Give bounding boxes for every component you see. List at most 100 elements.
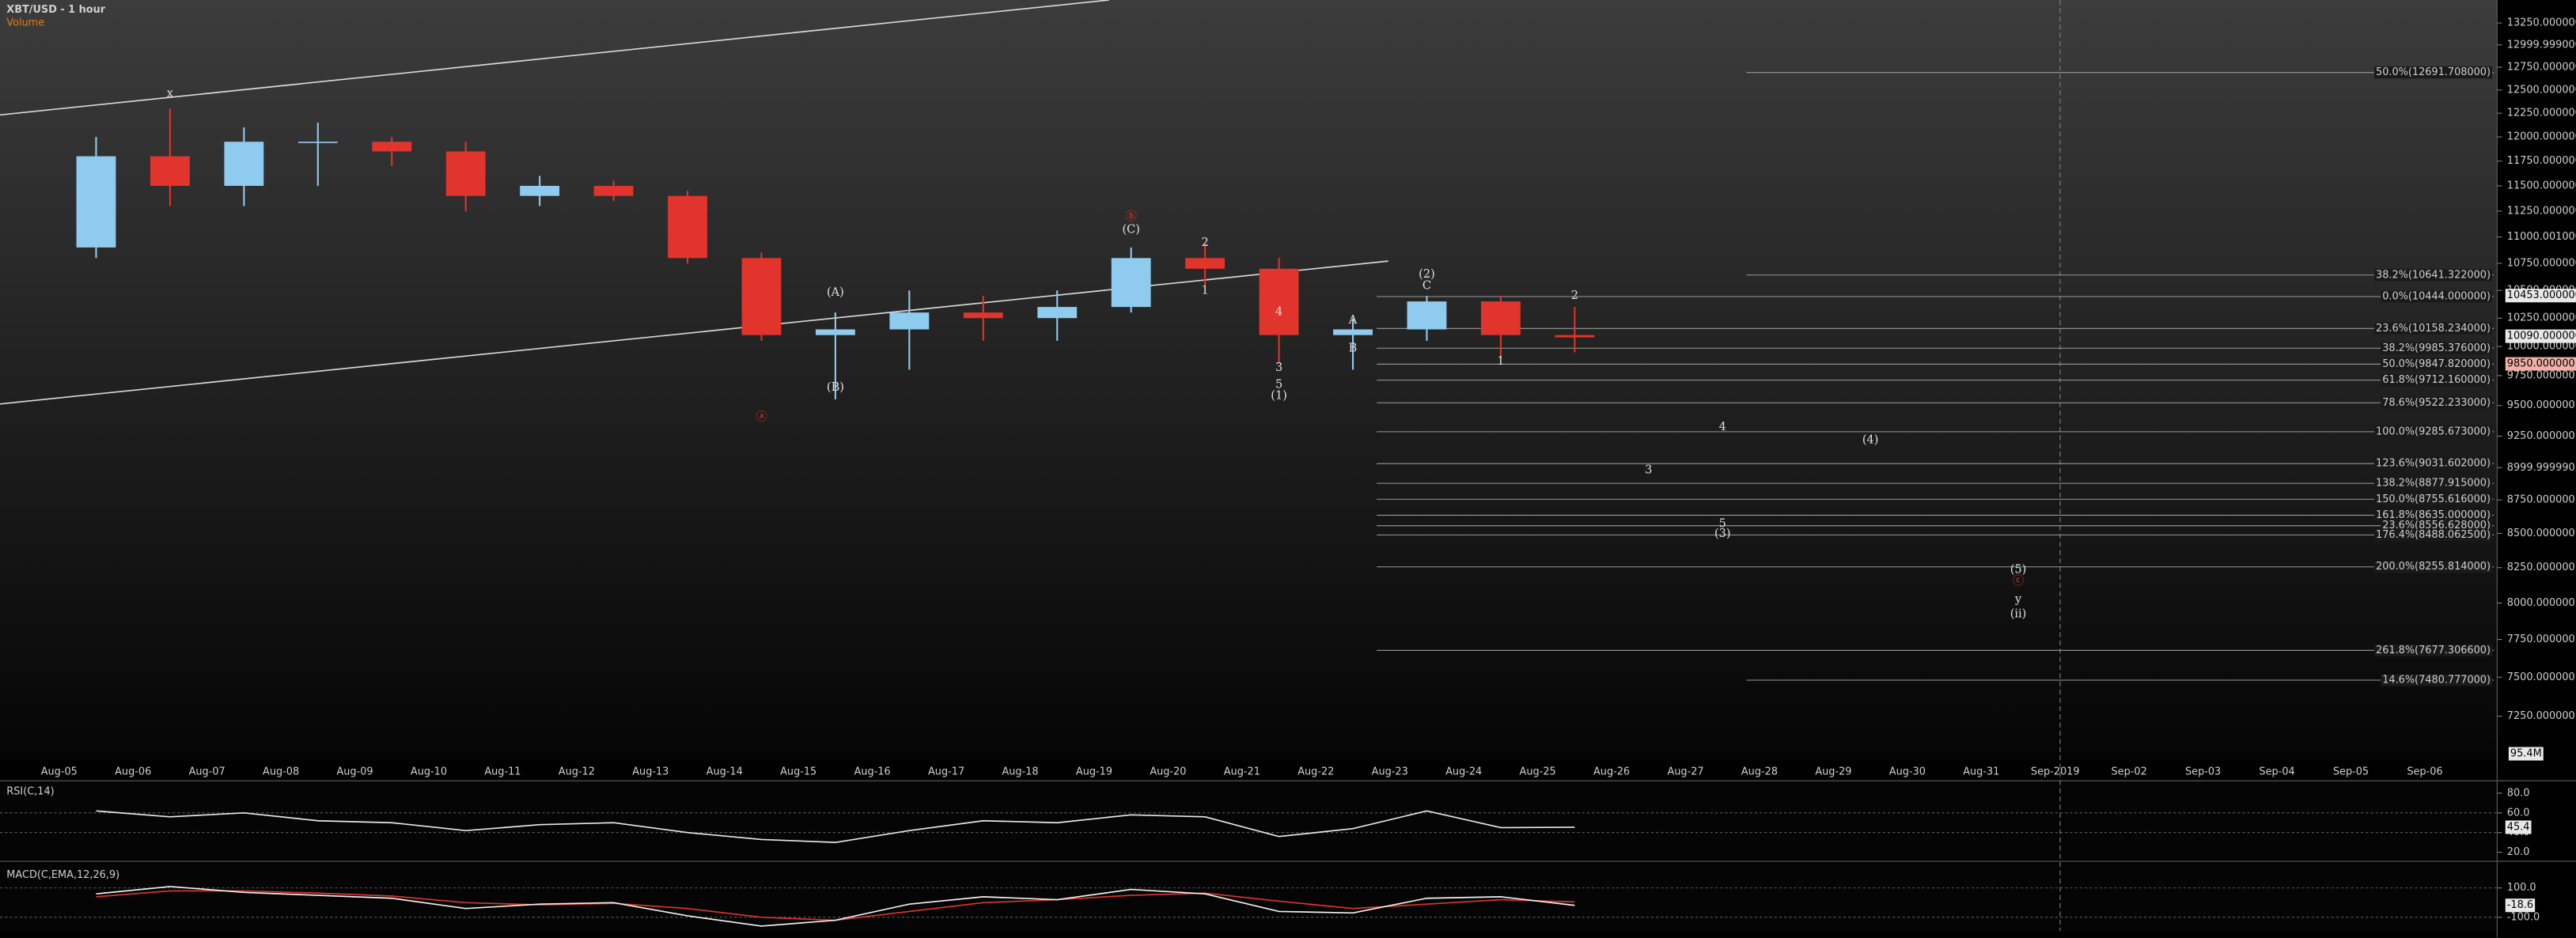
wave-label: (5) bbox=[2010, 564, 2027, 577]
x-tick-label: Sep-2019 bbox=[2031, 766, 2080, 777]
wave-label: x bbox=[167, 87, 174, 100]
y-tick-label: 10250.000000 bbox=[2507, 312, 2576, 324]
wave-label: ⓑ bbox=[1125, 210, 1137, 223]
price-marker-box bbox=[2505, 329, 2576, 343]
wave-label: 2 bbox=[1202, 236, 1209, 249]
candle-body bbox=[224, 142, 264, 186]
candle-body bbox=[963, 312, 1003, 319]
wave-label: (C) bbox=[1122, 224, 1139, 236]
wave-label: (A) bbox=[827, 286, 844, 299]
fib-label-bg bbox=[2373, 477, 2493, 490]
x-tick-label: Aug-05 bbox=[41, 766, 78, 777]
wave-label: ⓐ bbox=[756, 410, 767, 423]
wave-label: (3) bbox=[1714, 528, 1731, 540]
x-tick-label: Aug-13 bbox=[632, 766, 669, 777]
x-tick-label: Aug-11 bbox=[484, 766, 521, 777]
price-marker-box bbox=[2505, 289, 2576, 303]
fib-label-bg bbox=[2381, 374, 2493, 387]
x-tick-label: Aug-12 bbox=[559, 766, 595, 777]
y-tick-label: 12500.000000 bbox=[2507, 84, 2576, 96]
x-tick-label: Sep-03 bbox=[2185, 766, 2221, 777]
x-tick-label: Sep-02 bbox=[2112, 766, 2147, 777]
wave-label: 4 bbox=[1275, 305, 1282, 318]
x-tick-label: Sep-04 bbox=[2259, 766, 2294, 777]
x-tick-label: Aug-19 bbox=[1076, 766, 1112, 777]
y-tick-label: 7750.000000 bbox=[2507, 634, 2575, 645]
candle-body bbox=[1259, 268, 1299, 335]
chart-title: XBT/USD - 1 hour bbox=[6, 4, 105, 16]
y-tick-label: 9500.000000 bbox=[2507, 399, 2575, 411]
wave-label: A bbox=[1348, 314, 1358, 327]
fib-label-bg bbox=[2381, 357, 2493, 370]
fib-label: 138.2%(8877.915000) bbox=[2376, 478, 2491, 490]
volume-marker: 95.4M bbox=[2510, 748, 2542, 760]
price-marker: 9850.000000 bbox=[2507, 358, 2575, 370]
wave-label: ⓒ bbox=[2013, 574, 2025, 588]
candle-body bbox=[1037, 307, 1078, 319]
wave-label: 1 bbox=[1202, 285, 1209, 297]
candle-body bbox=[1407, 301, 1447, 330]
rsi-line bbox=[96, 810, 1575, 843]
wave-label: 2 bbox=[1571, 289, 1578, 302]
wave-label: (ii) bbox=[2010, 608, 2027, 621]
y-tick-label: 11250.000000 bbox=[2507, 205, 2576, 217]
wave-label: (2) bbox=[1419, 268, 1435, 281]
fib-label-bg bbox=[2373, 66, 2493, 79]
x-tick-label: Aug-30 bbox=[1889, 766, 1926, 777]
y-tick-label: 12000.000000 bbox=[2507, 131, 2576, 143]
fib-label: 50.0%(12691.708000) bbox=[2376, 66, 2491, 78]
y-tick-label: 80.0 bbox=[2507, 787, 2530, 799]
candle-body bbox=[1185, 258, 1225, 269]
fib-label-bg bbox=[2373, 509, 2493, 521]
x-tick-label: Aug-16 bbox=[854, 766, 891, 777]
y-tick-label: 12999.999000 bbox=[2507, 39, 2576, 51]
y-tick-label: 9250.000000 bbox=[2507, 430, 2575, 442]
x-tick-label: Aug-08 bbox=[263, 766, 299, 777]
y-tick-label: 11500.000000 bbox=[2507, 180, 2576, 191]
y-tick-label: -100.0 bbox=[2507, 911, 2540, 923]
fib-label-bg bbox=[2373, 322, 2493, 335]
candle-body bbox=[668, 195, 707, 259]
fib-label: 150.0%(8755.616000) bbox=[2376, 494, 2491, 505]
fib-label: 61.8%(9712.160000) bbox=[2382, 374, 2491, 386]
fib-label-bg bbox=[2373, 528, 2493, 541]
wave-label: 4 bbox=[1719, 421, 1726, 433]
candle-body bbox=[815, 329, 855, 335]
x-tick-label: Aug-17 bbox=[928, 766, 964, 777]
macd-current-box bbox=[2505, 898, 2536, 913]
price-marker: 10453.000000 bbox=[2507, 289, 2576, 301]
y-tick-label: 11000.001000 bbox=[2507, 231, 2576, 243]
fib-label: 200.0%(8255.814000) bbox=[2376, 561, 2491, 573]
fib-label-bg bbox=[2381, 342, 2493, 354]
price-marker: 10090.000000 bbox=[2507, 331, 2576, 342]
x-tick-label: Aug-26 bbox=[1593, 766, 1630, 777]
x-tick-label: Aug-18 bbox=[1002, 766, 1038, 777]
y-tick-label: 20.0 bbox=[2507, 846, 2530, 858]
trend-line bbox=[0, 260, 1388, 405]
y-tick-label: 8999.999990 bbox=[2507, 462, 2575, 474]
candle-body bbox=[593, 185, 634, 196]
y-tick-label: 9750.000000 bbox=[2507, 369, 2575, 381]
candle-body bbox=[372, 142, 412, 152]
fib-label: 38.2%(9985.376000) bbox=[2382, 342, 2491, 354]
y-tick-label: 8750.000000 bbox=[2507, 494, 2575, 506]
x-tick-label: Aug-28 bbox=[1741, 766, 1778, 777]
x-tick-label: Sep-05 bbox=[2333, 766, 2369, 777]
fib-label: 14.6%(7480.777000) bbox=[2382, 675, 2491, 686]
candle-body bbox=[297, 142, 338, 143]
x-tick-label: Sep-06 bbox=[2407, 766, 2442, 777]
candle-body bbox=[520, 185, 560, 196]
y-tick-label: 8250.000000 bbox=[2507, 562, 2575, 573]
macd-current: -18.6 bbox=[2507, 899, 2533, 911]
y-tick-label: 13250.000000 bbox=[2507, 17, 2576, 29]
candle-body bbox=[1480, 301, 1521, 335]
x-tick-label: Aug-23 bbox=[1372, 766, 1408, 777]
fib-label: 123.6%(9031.602000) bbox=[2376, 458, 2491, 470]
candle-body bbox=[76, 156, 116, 248]
y-tick-label: 12750.000000 bbox=[2507, 62, 2576, 74]
fib-label-bg bbox=[2381, 520, 2493, 532]
y-tick-label: 8000.000000 bbox=[2507, 597, 2575, 609]
y-tick-label: 10000.000000 bbox=[2507, 341, 2576, 353]
